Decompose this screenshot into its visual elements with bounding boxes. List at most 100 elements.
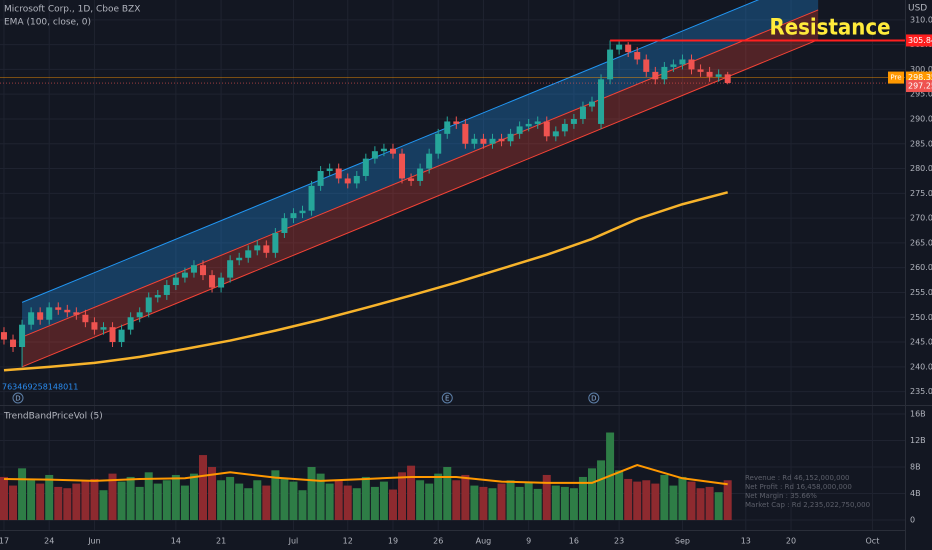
volume-bar [334,480,343,521]
candle-body [245,250,252,258]
candle-body [579,106,586,119]
volume-bar [660,474,669,521]
info-text: Net Profit : Rd 16,458,000,000 [745,483,852,491]
candle-body [371,151,378,159]
volume-bar [244,488,253,521]
volume-bar [651,483,660,521]
y-tick-label: 295.00 [910,90,932,99]
candle-body [652,71,659,80]
volume-bar [162,480,171,521]
candle-body [272,232,279,253]
volume-bar [551,485,560,521]
last-price-text: 297.25 [908,82,932,91]
volume-bar [669,485,678,521]
volume-bar [560,486,569,521]
candle-body [435,133,442,154]
volume-bar [416,480,425,521]
volume-bar [443,467,452,521]
candle-body [0,332,7,340]
candle-body [82,314,89,323]
volume-bar [298,490,307,521]
candle-body [507,133,514,142]
currency: USD [908,4,927,14]
volume-bar [705,486,714,521]
candle-body [661,66,668,80]
volume-bar [506,480,515,521]
volume-bar [488,488,497,521]
candle-body [127,317,134,330]
candle-body [163,285,170,295]
x-tick-label: Sep [675,537,690,546]
candle-body [46,307,53,320]
y-tick-label: 4B [910,489,921,498]
volume-bar [316,473,325,521]
x-tick-label: 13 [741,537,751,546]
y-tick-label: 16B [910,409,926,418]
x-tick-label: 21 [216,537,226,546]
y-tick-label: 255.00 [910,288,932,297]
volume-bar [352,488,361,521]
x-tick-label: 24 [44,537,54,546]
candle-body [181,272,188,278]
y-tick-label: 0 [910,516,915,525]
volume-bar [208,467,217,521]
volume-bar [696,488,705,521]
x-tick-label: Jun [87,537,101,546]
candle-body [634,52,641,60]
candle-body [10,339,17,348]
candle-body [525,123,532,127]
candle-body [534,121,541,124]
y-tick-label: 8B [910,463,921,472]
candle-body [73,312,80,315]
x-tick-label: 16 [569,537,579,546]
candle-body [236,257,243,261]
candle-body [317,171,324,186]
y-tick-label: 265.00 [910,238,932,247]
candle-body [399,153,406,179]
candle-body [444,121,451,134]
volume-bar [307,467,316,521]
volume-bar [90,478,99,521]
premarket-tag: Pre [890,74,901,82]
event-marker [441,392,453,404]
volume-bar [108,473,117,521]
candle-body [380,148,387,152]
candle-body [679,59,686,65]
candle-body [588,101,595,107]
price-pane [0,0,905,405]
overlay: 310.00305.00300.00295.00290.00285.00280.… [0,15,932,546]
candle-body [616,44,623,50]
x-tick-label: 19 [388,537,398,546]
resistance-price-box [906,34,932,47]
candle-body [598,79,605,124]
candle-body [426,153,433,169]
candle-body [453,121,460,124]
volume-bar [63,488,72,521]
candle-body [462,123,469,144]
candle-body [498,138,505,142]
volume-bar [633,481,642,521]
y-tick-label: 12B [910,436,926,445]
volume-bar [479,486,488,521]
candle-body [254,245,261,251]
id-text: 763469258148011 [2,383,78,392]
volume-title: TrendBandPriceVol (5) [3,412,103,422]
candle-body [154,294,161,298]
candle-body [308,185,315,211]
candle-body [362,158,369,176]
y-tick-label: 280.00 [910,164,932,173]
x-tick-label: 26 [433,537,443,546]
volume-bar [27,480,36,521]
candle-body [290,213,297,219]
volume-bar [153,483,162,521]
volume-bar [226,476,235,521]
candle-body [209,275,216,288]
candle-body [543,121,550,137]
volume-bar [9,485,18,521]
volume-bar [642,480,651,521]
volume-bar [615,470,624,521]
y-tick-label: 275.00 [910,189,932,198]
y-tick-label: 310.00 [910,15,932,24]
volume-bar [189,473,198,521]
